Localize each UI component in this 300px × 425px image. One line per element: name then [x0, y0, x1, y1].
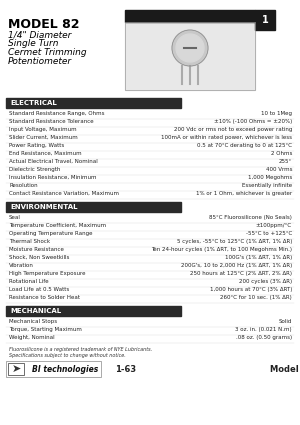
Text: Resistance to Solder Heat: Resistance to Solder Heat	[9, 295, 80, 300]
Bar	[6, 202, 181, 212]
Text: High Temperature Exposure: High Temperature Exposure	[9, 271, 86, 276]
Text: Essentially infinite: Essentially infinite	[242, 183, 292, 188]
Text: Standard Resistance Range, Ohms: Standard Resistance Range, Ohms	[9, 111, 104, 116]
Bar	[125, 22, 255, 90]
Text: 255°: 255°	[279, 159, 292, 164]
Text: .08 oz. (0.50 grams): .08 oz. (0.50 grams)	[236, 335, 292, 340]
Bar	[8, 363, 24, 375]
Text: Input Voltage, Maximum: Input Voltage, Maximum	[9, 127, 76, 132]
Circle shape	[172, 30, 208, 66]
Text: Rotational Life: Rotational Life	[9, 279, 49, 284]
Text: -55°C to +125°C: -55°C to +125°C	[246, 231, 292, 236]
Text: Temperature Coefficient, Maximum: Temperature Coefficient, Maximum	[9, 223, 106, 228]
Text: 260°C for 10 sec. (1% ΔR): 260°C for 10 sec. (1% ΔR)	[220, 295, 292, 300]
Text: Weight, Nominal: Weight, Nominal	[9, 335, 55, 340]
Text: MODEL 82: MODEL 82	[8, 18, 80, 31]
Text: 100G's (1% ΔRT, 1% ΔR): 100G's (1% ΔRT, 1% ΔR)	[225, 255, 292, 260]
Text: 200G's, 10 to 2,000 Hz (1% ΔRT, 1% ΔR): 200G's, 10 to 2,000 Hz (1% ΔRT, 1% ΔR)	[181, 263, 292, 268]
Text: Contact Resistance Variation, Maximum: Contact Resistance Variation, Maximum	[9, 191, 119, 196]
Text: Torque, Starting Maximum: Torque, Starting Maximum	[9, 327, 82, 332]
Text: 250 hours at 125°C (2% ΔRT, 2% ΔR): 250 hours at 125°C (2% ΔRT, 2% ΔR)	[190, 271, 292, 276]
Text: Seal: Seal	[9, 215, 21, 220]
Bar	[6, 306, 181, 316]
Text: 10 to 1Meg: 10 to 1Meg	[261, 111, 292, 116]
Bar	[6, 361, 101, 377]
Text: Specifications subject to change without notice.: Specifications subject to change without…	[9, 353, 126, 358]
Text: Single Turn: Single Turn	[8, 39, 59, 48]
Text: Load Life at 0.5 Watts: Load Life at 0.5 Watts	[9, 287, 69, 292]
Text: 1/4" Diameter: 1/4" Diameter	[8, 30, 71, 39]
Text: Power Rating, Watts: Power Rating, Watts	[9, 143, 64, 148]
Bar	[6, 98, 181, 108]
Bar	[255, 10, 275, 30]
Circle shape	[176, 34, 204, 62]
Text: Cermet Trimming: Cermet Trimming	[8, 48, 87, 57]
Text: 0.5 at 70°C derating to 0 at 125°C: 0.5 at 70°C derating to 0 at 125°C	[197, 143, 292, 148]
Text: Actual Electrical Travel, Nominal: Actual Electrical Travel, Nominal	[9, 159, 98, 164]
Text: 1,000 hours at 70°C (3% ΔRT): 1,000 hours at 70°C (3% ΔRT)	[210, 287, 292, 292]
Text: 1: 1	[262, 15, 268, 25]
Text: 1-63: 1-63	[115, 365, 136, 374]
Text: 100mA or within rated power, whichever is less: 100mA or within rated power, whichever i…	[161, 135, 292, 140]
Bar	[125, 10, 255, 22]
Text: End Resistance, Maximum: End Resistance, Maximum	[9, 151, 82, 156]
Bar	[125, 22, 255, 90]
Text: 85°C Fluorosilicone (No Seals): 85°C Fluorosilicone (No Seals)	[209, 215, 292, 220]
Text: Shock, Non Sweetkills: Shock, Non Sweetkills	[9, 255, 69, 260]
Text: 5 cycles, -55°C to 125°C (1% ΔRT, 1% ΔR): 5 cycles, -55°C to 125°C (1% ΔRT, 1% ΔR)	[177, 239, 292, 244]
Text: 400 Vrms: 400 Vrms	[266, 167, 292, 172]
Text: Resolution: Resolution	[9, 183, 38, 188]
Text: Standard Resistance Tolerance: Standard Resistance Tolerance	[9, 119, 94, 124]
Text: ➤: ➤	[11, 364, 21, 374]
Text: Model 82: Model 82	[270, 365, 300, 374]
Text: Vibration: Vibration	[9, 263, 34, 268]
Text: Mechanical Stops: Mechanical Stops	[9, 319, 57, 324]
Text: MECHANICAL: MECHANICAL	[10, 308, 61, 314]
Text: BI technologies: BI technologies	[32, 365, 98, 374]
Text: Solid: Solid	[279, 319, 292, 324]
Text: 2 Ohms: 2 Ohms	[271, 151, 292, 156]
Text: ±10% (-100 Ohms = ±20%): ±10% (-100 Ohms = ±20%)	[214, 119, 292, 124]
Text: 200 cycles (3% ΔR): 200 cycles (3% ΔR)	[239, 279, 292, 284]
Text: Slider Current, Maximum: Slider Current, Maximum	[9, 135, 78, 140]
Text: Fluorosilicone is a registered trademark of NYE Lubricants.: Fluorosilicone is a registered trademark…	[9, 347, 152, 352]
Text: ELECTRICAL: ELECTRICAL	[10, 100, 57, 106]
Text: Operating Temperature Range: Operating Temperature Range	[9, 231, 92, 236]
Text: 1,000 Megohms: 1,000 Megohms	[248, 175, 292, 180]
Text: Moisture Resistance: Moisture Resistance	[9, 247, 64, 252]
Text: 3 oz. in. (0.021 N.m): 3 oz. in. (0.021 N.m)	[236, 327, 292, 332]
Text: Ten 24-hour cycles (1% ΔRT, to 100 Megohms Min.): Ten 24-hour cycles (1% ΔRT, to 100 Megoh…	[151, 247, 292, 252]
Text: ENVIRONMENTAL: ENVIRONMENTAL	[10, 204, 77, 210]
Text: Thermal Shock: Thermal Shock	[9, 239, 50, 244]
Text: 1% or 1 Ohm, whichever is greater: 1% or 1 Ohm, whichever is greater	[196, 191, 292, 196]
Text: Insulation Resistance, Minimum: Insulation Resistance, Minimum	[9, 175, 97, 180]
Text: Potentiometer: Potentiometer	[8, 57, 72, 66]
Text: Dielectric Strength: Dielectric Strength	[9, 167, 60, 172]
Text: 200 Vdc or rms not to exceed power rating: 200 Vdc or rms not to exceed power ratin…	[174, 127, 292, 132]
Text: ±100ppm/°C: ±100ppm/°C	[256, 223, 292, 228]
